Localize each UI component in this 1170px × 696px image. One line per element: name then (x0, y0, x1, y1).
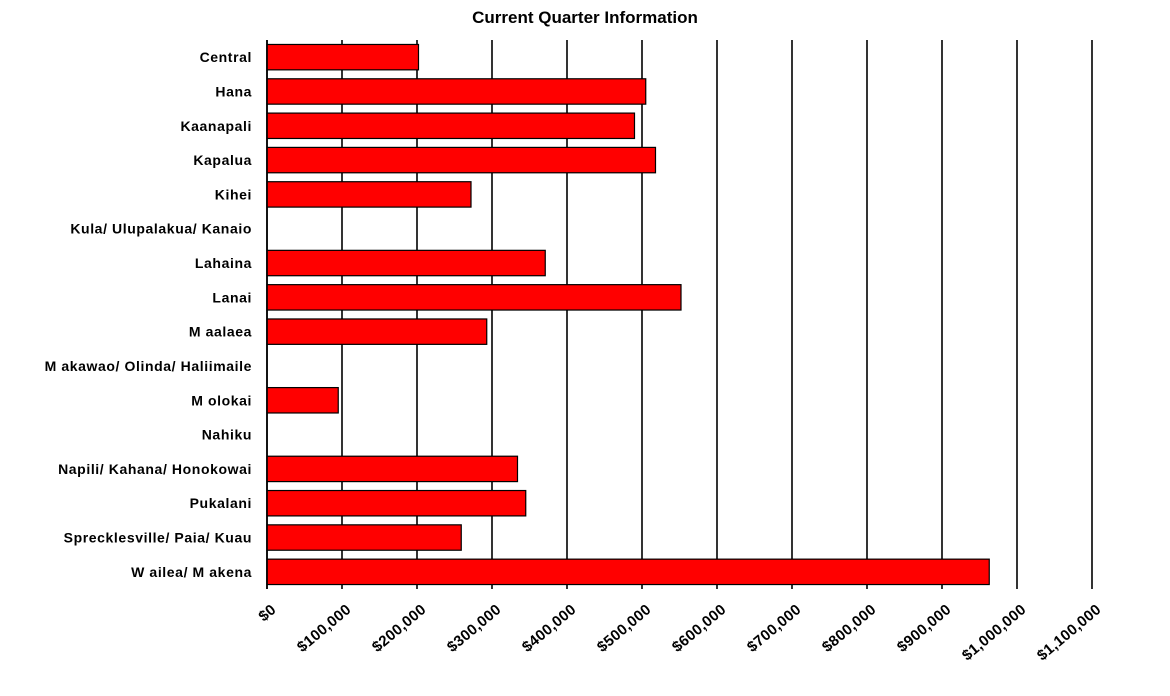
category-label: Kula/ Ulupalakua/ Kanaio (70, 221, 252, 237)
bar (266, 43, 420, 71)
category-label: Kapalua (193, 152, 252, 168)
category-label: M aalaea (189, 324, 252, 340)
x-tick-label: $500,000 (594, 601, 655, 656)
category-label: Hana (215, 83, 252, 99)
x-tick-label: $200,000 (369, 601, 430, 656)
category-label: M olokai (191, 392, 252, 408)
category-label: Kihei (215, 186, 252, 202)
category-label: Kaanapali (180, 118, 252, 134)
category-label: Napili/ Kahana/ Honokowai (58, 461, 252, 477)
bar (266, 112, 636, 140)
chart-title: Current Quarter Information (472, 8, 698, 27)
bar (266, 386, 339, 414)
category-label: Central (200, 49, 252, 65)
x-tick-label: $600,000 (669, 601, 730, 656)
category-label: Sprecklesville/ Paia/ Kuau (64, 530, 252, 546)
x-tick-label: $100,000 (294, 601, 355, 656)
x-tick-label: $900,000 (894, 601, 955, 656)
x-tick-label: $800,000 (819, 601, 880, 656)
bar (266, 318, 488, 345)
bar (266, 78, 647, 105)
bar (266, 558, 990, 586)
bar (266, 524, 462, 551)
x-tick-label: $1,000,000 (959, 601, 1030, 664)
bar (266, 249, 546, 277)
bar (266, 489, 527, 517)
x-tick-label: $400,000 (519, 601, 580, 656)
bar (266, 284, 682, 311)
category-label: Lahaina (195, 255, 252, 271)
bars (266, 43, 990, 586)
bar (266, 455, 519, 483)
x-tick-label: $1,100,000 (1034, 601, 1105, 664)
x-tick-label: $300,000 (444, 601, 505, 656)
category-label: Lanai (212, 289, 252, 305)
category-label: Nahiku (202, 427, 252, 443)
bar (266, 181, 472, 208)
category-labels: Central Hana Kaanapali Kapalua Kihei Kula/ Ul… (45, 49, 252, 580)
category-label: M akawao/ Olinda/ Haliimaile (45, 358, 252, 374)
x-tick-label: $700,000 (744, 601, 805, 656)
category-label: W ailea/ M akena (131, 564, 252, 580)
x-tick-labels: $0 $100,000 $200,000 $300,000 $400,000 $500,0… (255, 601, 1104, 664)
bar (266, 146, 657, 174)
category-label: Pukalani (190, 495, 252, 511)
x-tick-label: $0 (255, 601, 279, 625)
